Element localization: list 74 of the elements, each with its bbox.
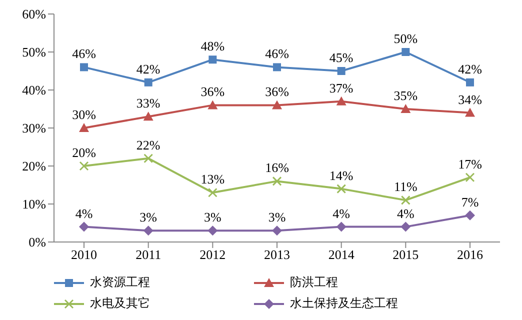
data-label: 14% — [329, 168, 354, 183]
point — [400, 104, 411, 113]
data-label: 16% — [265, 160, 290, 176]
point — [272, 176, 282, 186]
x-tick-label: 2015 — [392, 247, 419, 262]
data-label: 35% — [394, 88, 418, 103]
y-tick-label: 10% — [22, 196, 46, 212]
y-tick-label: 50% — [22, 44, 46, 60]
data-label: 36% — [265, 84, 290, 100]
data-label: 36% — [200, 84, 225, 100]
data-label: 3% — [204, 210, 222, 225]
data-label: 11% — [394, 179, 418, 194]
point — [143, 226, 154, 236]
legend-label: 水资源工程 — [90, 274, 150, 291]
y-tick-label: 40% — [22, 82, 46, 98]
x-tick-label: 2011 — [136, 247, 162, 262]
point — [465, 172, 475, 182]
legend-label: 防洪工程 — [290, 274, 338, 291]
data-label: 22% — [136, 137, 160, 152]
point — [208, 100, 218, 110]
data-label: 42% — [458, 61, 482, 76]
data-label: 3% — [268, 210, 286, 225]
data-label: 20% — [72, 145, 96, 160]
data-label: 17% — [458, 156, 482, 172]
data-label: 45% — [329, 50, 354, 65]
point — [79, 222, 89, 232]
data-label: 42% — [136, 61, 160, 76]
point — [272, 100, 282, 110]
point — [337, 67, 346, 75]
x-tick-label: 2014 — [328, 247, 355, 262]
point — [143, 112, 154, 121]
point — [79, 123, 89, 132]
y-tick-label: 0% — [28, 234, 46, 250]
data-label: 30% — [72, 107, 96, 122]
point — [208, 56, 217, 64]
data-label: 46% — [265, 46, 290, 62]
data-label: 4% — [75, 206, 93, 221]
data-label: 37% — [329, 80, 354, 96]
point — [336, 96, 346, 106]
point — [336, 222, 346, 232]
data-label: 4% — [332, 206, 350, 221]
point — [80, 63, 88, 72]
point — [144, 78, 152, 86]
point — [144, 154, 154, 164]
point — [465, 210, 475, 220]
data-label: 50% — [394, 31, 418, 46]
data-label: 13% — [200, 172, 225, 187]
point — [208, 188, 218, 198]
data-label: 48% — [200, 38, 225, 54]
point — [336, 184, 346, 194]
point — [465, 108, 475, 117]
x-tick-label: 2012 — [200, 247, 226, 262]
data-label: 33% — [136, 96, 160, 111]
data-label: 7% — [461, 194, 479, 210]
point — [466, 78, 474, 86]
point — [272, 226, 282, 236]
data-label: 34% — [458, 92, 482, 107]
data-label: 46% — [72, 46, 96, 62]
x-tick-label: 2010 — [71, 247, 97, 262]
point — [400, 222, 411, 232]
legend-label: 水电及其它 — [90, 295, 150, 312]
point — [208, 226, 218, 236]
point — [273, 63, 281, 72]
data-label: 4% — [396, 206, 414, 221]
y-tick-label: 20% — [22, 158, 46, 174]
y-tick-label: 60% — [22, 6, 46, 22]
legend-label: 水土保持及生态工程 — [290, 295, 398, 312]
x-tick-label: 2013 — [264, 247, 290, 262]
data-label: 3% — [140, 210, 158, 225]
point — [400, 195, 410, 205]
point — [79, 161, 89, 171]
x-tick-label: 2016 — [457, 247, 484, 262]
point — [402, 48, 410, 56]
y-tick-label: 30% — [22, 120, 46, 136]
